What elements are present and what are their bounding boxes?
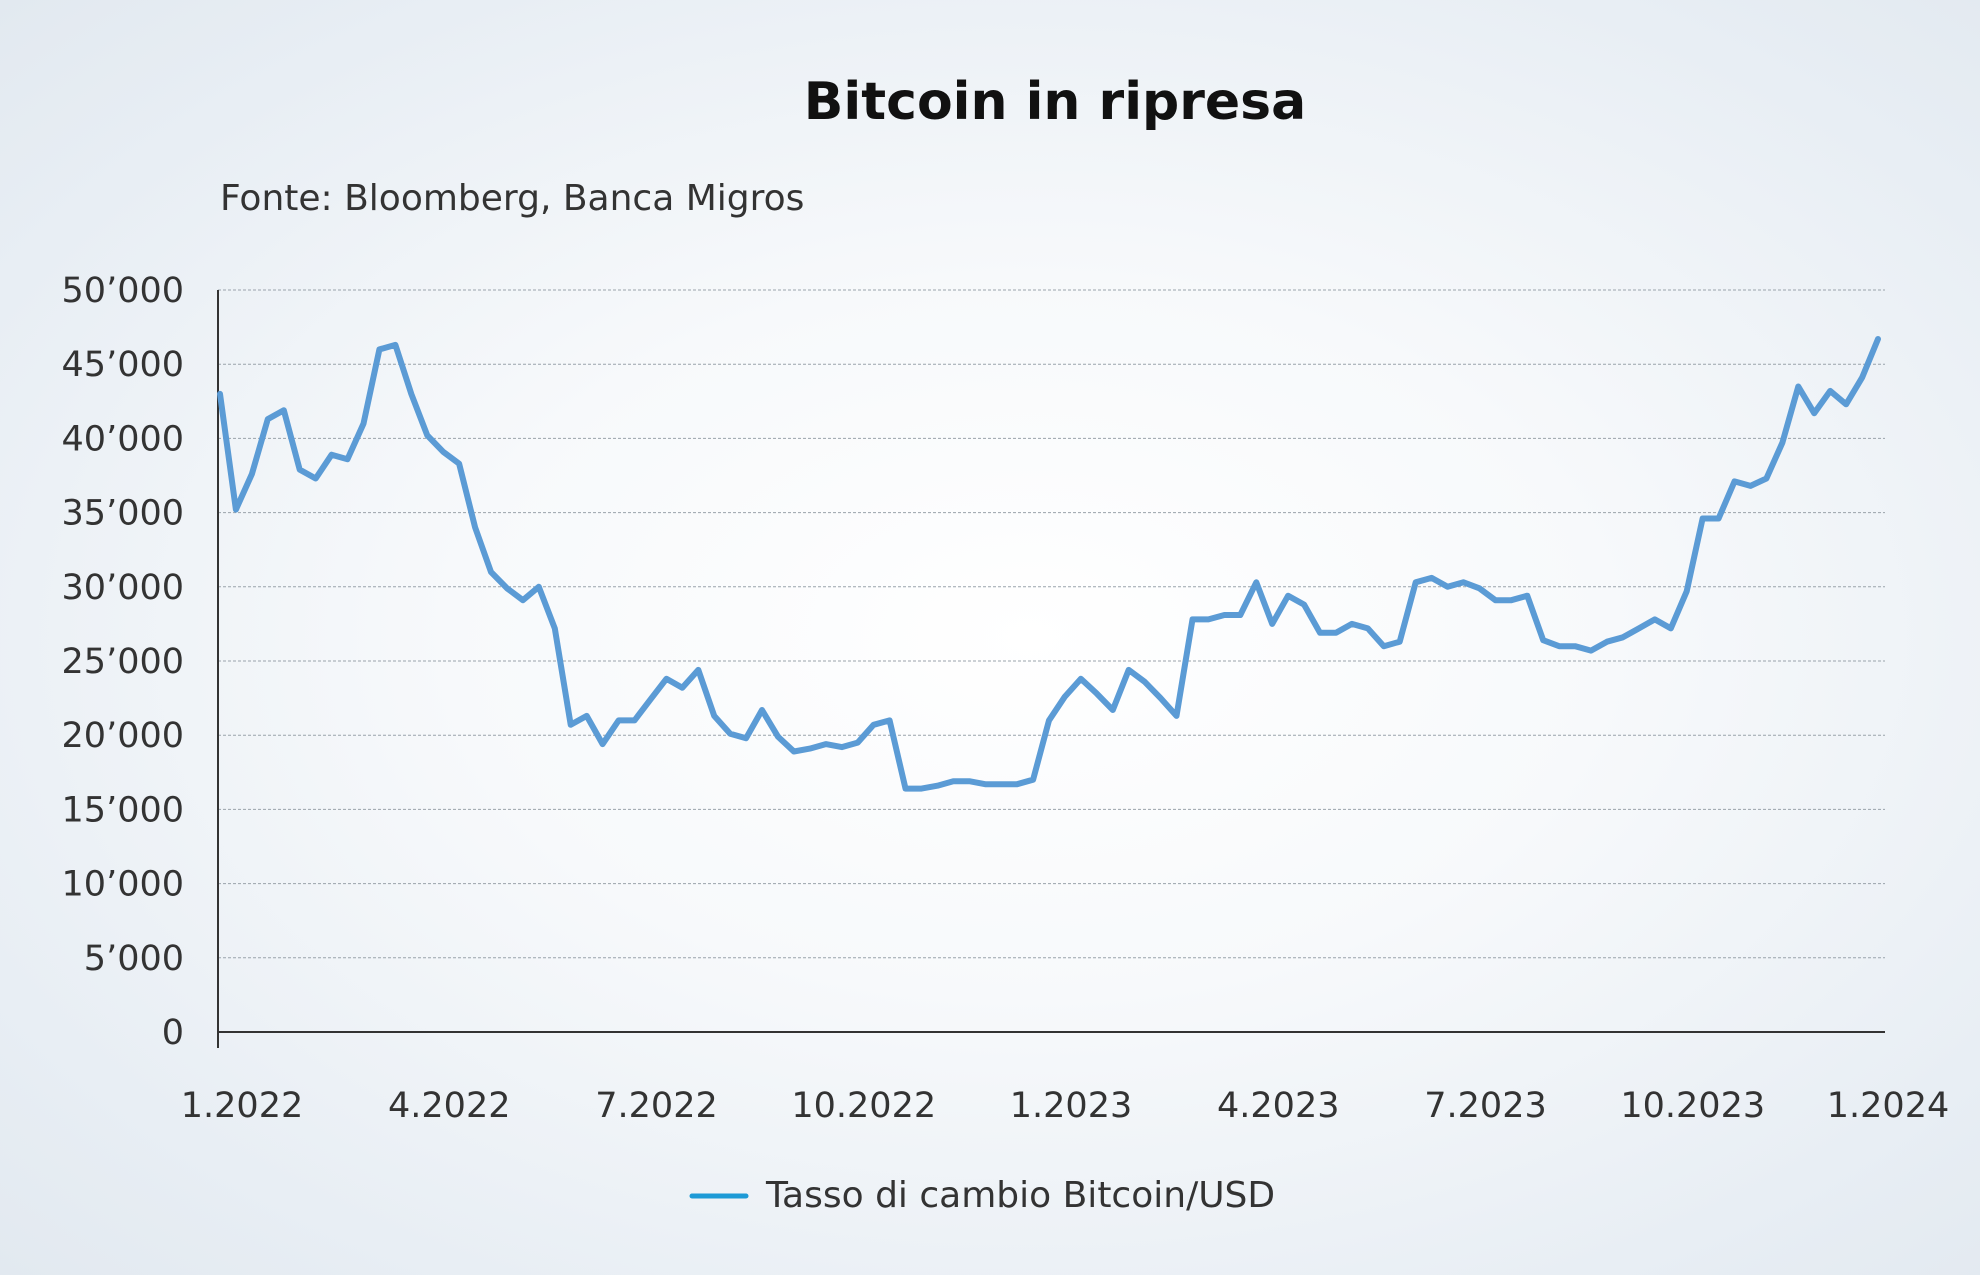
x-tick-label: 10.2022 [791, 1086, 936, 1126]
y-tick-label: 5’000 [84, 939, 184, 979]
x-tick-label: 7.2022 [595, 1086, 717, 1126]
series-layer [217, 336, 1881, 792]
chart-source: Fonte: Bloomberg, Banca Migros [220, 178, 804, 219]
x-tick-label: 4.2022 [388, 1086, 510, 1126]
y-tick-label: 20’000 [62, 716, 184, 756]
y-tick-label: 0 [162, 1013, 184, 1053]
legend: Tasso di cambio Bitcoin/USD [689, 1175, 1275, 1216]
y-tick-label: 40’000 [62, 419, 184, 459]
x-tick-label: 7.2023 [1424, 1086, 1546, 1126]
x-tick-label: 1.2022 [181, 1086, 303, 1126]
y-tick-label: 45’000 [62, 345, 184, 385]
x-tick-label: 1.2023 [1010, 1086, 1132, 1126]
chart-title: Bitcoin in ripresa [804, 72, 1306, 132]
x-tick-label: 1.2024 [1827, 1086, 1949, 1126]
x-tick-label: 4.2023 [1217, 1086, 1339, 1126]
y-tick-label: 25’000 [62, 642, 184, 682]
series-line-bitcoin-usd [217, 336, 1881, 792]
axes: 0 5’000 10’000 15’000 20’000 25’000 30’000 35’0… [62, 271, 1950, 1126]
y-tick-label: 10’000 [62, 865, 184, 905]
y-tick-label: 30’000 [62, 568, 184, 608]
grid [218, 289, 1885, 959]
y-tick-label: 15’000 [62, 790, 184, 830]
x-tick-label: 10.2023 [1620, 1086, 1765, 1126]
y-tick-label: 35’000 [62, 494, 184, 534]
y-tick-label: 50’000 [62, 271, 184, 311]
legend-label: Tasso di cambio Bitcoin/USD [765, 1175, 1275, 1216]
